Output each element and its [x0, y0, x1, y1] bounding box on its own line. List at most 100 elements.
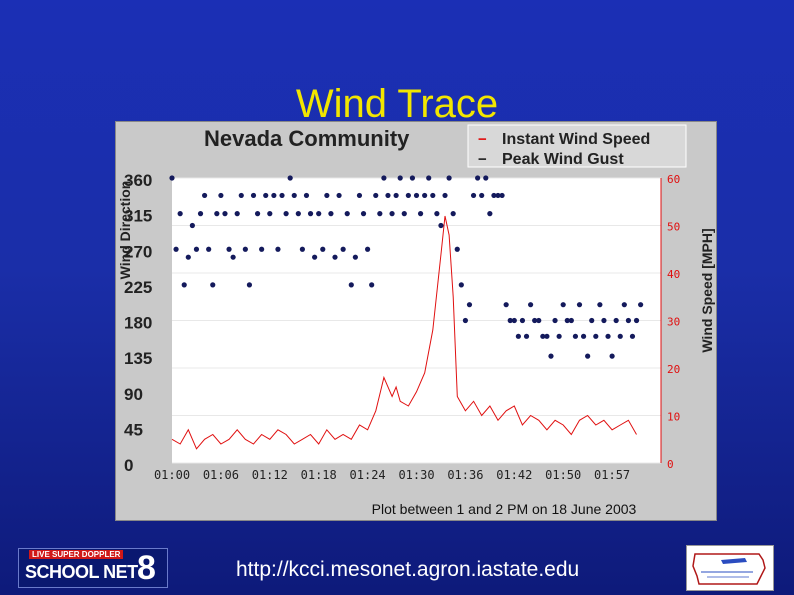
wind-direction-point — [283, 211, 289, 217]
wind-direction-point — [344, 211, 350, 217]
right-tick-label: 0 — [667, 458, 674, 471]
logo-left-main: SCHOOL NET — [25, 562, 138, 582]
wind-direction-point — [287, 175, 293, 181]
x-tick-label: 01:24 — [350, 468, 386, 482]
right-tick-label: 40 — [667, 268, 680, 281]
wind-direction-point — [185, 254, 191, 260]
wind-direction-point — [348, 282, 354, 288]
wind-direction-point — [458, 282, 464, 288]
x-tick-label: 01:50 — [545, 468, 581, 482]
wind-direction-point — [250, 192, 257, 199]
wind-direction-point — [532, 317, 538, 324]
left-tick-label: 225 — [124, 278, 152, 297]
wind-direction-point — [446, 175, 452, 181]
wind-direction-point — [263, 192, 269, 199]
wind-direction-point — [173, 246, 179, 252]
right-tick-label: 30 — [667, 316, 680, 329]
wind-direction-point — [369, 282, 375, 288]
right-tick-label: 10 — [667, 411, 680, 424]
footer-url: http://kcci.mesonet.agron.iastate.edu — [236, 558, 580, 581]
left-tick-label: 180 — [124, 314, 152, 333]
iowa-mesonet-logo — [686, 545, 774, 591]
left-tick-label: 135 — [124, 349, 152, 368]
x-axis-label: Plot between 1 and 2 PM on 18 June 2003 — [372, 501, 637, 517]
right-tick-label: 60 — [667, 173, 680, 186]
wind-direction-point — [601, 317, 607, 324]
left-axis-label: Wind Direction — [117, 181, 133, 280]
wind-direction-point — [466, 302, 473, 308]
wind-direction-point — [544, 333, 550, 339]
wind-direction-point — [503, 302, 509, 308]
wind-direction-point — [625, 317, 631, 324]
wind-direction-point — [218, 192, 224, 199]
wind-direction-point — [352, 254, 358, 260]
wind-direction-point — [189, 222, 195, 229]
wind-direction-point — [519, 317, 526, 324]
wind-direction-point — [523, 333, 530, 339]
chart-title: Nevada Community — [204, 126, 410, 151]
x-tick-label: 01:06 — [203, 468, 239, 482]
iowa-state-outline-icon — [692, 553, 766, 585]
wind-direction-point — [295, 211, 301, 217]
wind-direction-point — [442, 192, 448, 199]
wind-direction-point — [291, 192, 297, 199]
logo-left-number: 8 — [137, 549, 156, 587]
wind-direction-point — [312, 254, 318, 260]
wind-direction-point — [316, 211, 322, 217]
wind-direction-point — [267, 211, 273, 217]
series-line-instant-wind-speed — [171, 215, 637, 450]
wind-direction-point — [483, 175, 489, 181]
wind-direction-point — [417, 211, 424, 217]
wind-direction-point — [556, 333, 562, 339]
legend-marker: − — [478, 131, 487, 148]
wind-direction-point — [540, 333, 546, 339]
wind-direction-point — [389, 211, 395, 217]
wind-direction-point — [470, 192, 477, 199]
wind-direction-point — [210, 282, 216, 288]
wind-direction-point — [585, 353, 591, 359]
wind-direction-point — [593, 333, 599, 339]
wind-direction-point — [617, 333, 623, 339]
wind-direction-point — [536, 317, 542, 324]
x-tick-label: 01:18 — [301, 468, 337, 482]
wind-direction-point — [528, 302, 534, 308]
wind-direction-point — [426, 175, 432, 181]
wind-direction-point — [202, 192, 208, 199]
wind-direction-point — [548, 353, 554, 359]
wind-direction-point — [552, 317, 558, 324]
x-tick-label: 01:30 — [398, 468, 434, 482]
wind-direction-point — [393, 192, 399, 199]
wind-direction-point — [405, 192, 411, 199]
wind-direction-point — [230, 254, 236, 260]
legend-label: Peak Wind Gust — [502, 151, 624, 168]
right-tick-label: 20 — [667, 363, 680, 376]
wind-direction-point — [609, 353, 615, 359]
wind-direction-point — [580, 333, 587, 339]
legend-marker: − — [478, 151, 487, 168]
wind-direction-point — [254, 211, 261, 217]
wind-direction-point — [246, 282, 253, 288]
wind-direction-point — [491, 192, 497, 199]
wind-direction-point — [373, 192, 379, 199]
wind-direction-point — [356, 192, 363, 199]
wind-direction-point — [197, 211, 204, 217]
wind-direction-point — [450, 211, 456, 217]
wind-direction-point — [613, 317, 619, 324]
wind-direction-point — [234, 211, 240, 217]
wind-direction-point — [621, 302, 627, 308]
legend-box — [467, 124, 687, 168]
wind-direction-point — [303, 192, 310, 199]
wind-direction-point — [499, 192, 505, 199]
wind-direction-point — [385, 192, 391, 199]
left-tick-label: 360 — [124, 171, 152, 190]
wind-direction-point — [462, 317, 468, 324]
wind-direction-point — [572, 333, 579, 339]
wind-direction-point — [430, 192, 436, 199]
wind-direction-point — [336, 192, 342, 199]
wind-direction-point — [271, 192, 277, 199]
wind-direction-point — [454, 246, 460, 252]
wind-direction-point — [434, 211, 440, 217]
wind-direction-point — [438, 222, 444, 229]
wind-direction-point — [242, 246, 248, 252]
wind-direction-point — [169, 175, 175, 181]
